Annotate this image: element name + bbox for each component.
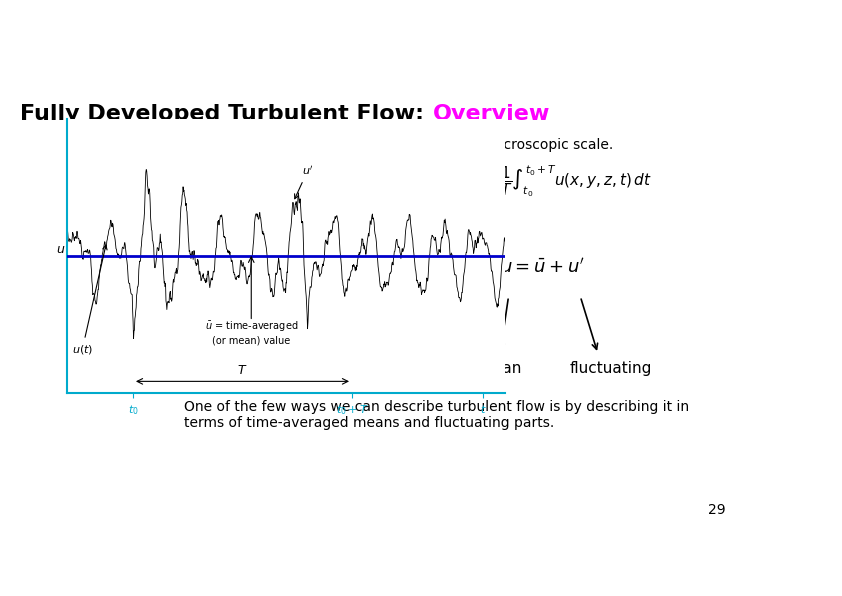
Text: $u'$: $u'$ xyxy=(295,164,313,198)
Y-axis label: $u$: $u$ xyxy=(56,243,65,256)
Text: mean: mean xyxy=(478,361,522,375)
Text: $u = \bar{u} + u'$: $u = \bar{u} + u'$ xyxy=(500,257,584,277)
Text: $\bar{u}$ = time-averaged
(or mean) value: $\bar{u}$ = time-averaged (or mean) valu… xyxy=(205,320,298,346)
Text: $\bar{u} = \dfrac{1}{T}\int_{t_0}^{t_0+T} u(x, y, z, t)\, dt$: $\bar{u} = \dfrac{1}{T}\int_{t_0}^{t_0+T… xyxy=(472,163,652,198)
Text: Overview: Overview xyxy=(433,104,550,123)
Text: fluctuating: fluctuating xyxy=(570,361,653,375)
Text: One see fluctuation or randomness on the macroscopic scale.: One see fluctuation or randomness on the… xyxy=(184,138,613,152)
Text: 29: 29 xyxy=(707,502,725,517)
Text: Fully Developed Turbulent Flow:: Fully Developed Turbulent Flow: xyxy=(19,104,432,123)
Text: One of the few ways we can describe turbulent flow is by describing it in
terms : One of the few ways we can describe turb… xyxy=(184,400,689,430)
Text: $T$: $T$ xyxy=(237,364,248,377)
Text: $u(t)$: $u(t)$ xyxy=(72,245,107,356)
